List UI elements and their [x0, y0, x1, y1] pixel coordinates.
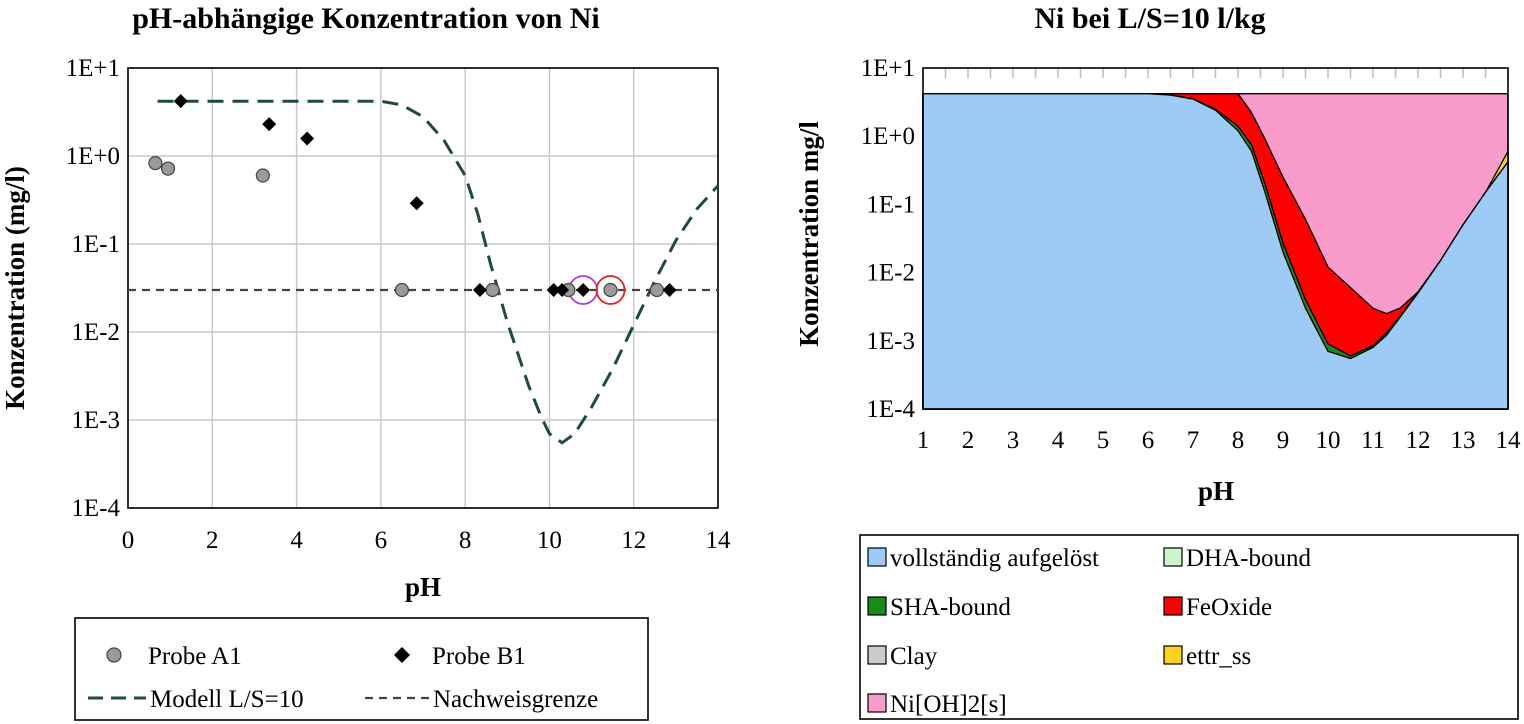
legend-label-feoxide: FeOxide [1186, 594, 1272, 621]
right-chart-title: Ni bei L/S=10 l/kg [1034, 2, 1265, 35]
left-point-probe-a1-4 [394, 282, 410, 298]
right-x-tick-10: 10 [1316, 427, 1341, 454]
right-x-tick-2: 2 [962, 427, 975, 454]
left-chart: pH-abhängige Konzentration von Ni 1E-41E… [0, 2, 731, 721]
legend-label-probe-b1: Probe B1 [432, 643, 526, 670]
left-series-line-modell-l-s-10 [157, 99, 720, 445]
right-x-tick-12: 12 [1406, 427, 1431, 454]
right-x-tick-8: 8 [1232, 427, 1245, 454]
left-x-tick-10: 10 [537, 527, 562, 554]
right-top-minor-ticks [922, 68, 1509, 78]
right-y-tick-1e-4: 1E-4 [866, 396, 915, 423]
right-y-tick-1e-0: 1E+0 [861, 123, 915, 150]
left-y-axis-label: Konzentration (mg/l) [0, 166, 30, 410]
legend-label-nachweisgrenze: Nachweisgrenze [433, 686, 598, 713]
left-point-probe-b1-4 [409, 196, 424, 211]
left-y-tick-1e-3: 1E-3 [71, 407, 120, 434]
legend-swatch-ni-oh-2-s [867, 693, 887, 713]
right-x-tick-14: 14 [1496, 427, 1522, 454]
right-y-tick-1e-3: 1E-3 [866, 328, 915, 355]
left-x-tick-labels: 0 2 4 6 8 10 12 14 [122, 527, 731, 554]
right-x-tick-3: 3 [1007, 427, 1020, 454]
left-chart-title: pH-abhängige Konzentration von Ni [132, 2, 600, 35]
legend-swatch-vollst-ndig-aufgel-st [867, 547, 887, 567]
right-y-tick-1e-2: 1E-2 [866, 260, 915, 287]
right-x-axis-label: pH [1198, 476, 1234, 506]
right-x-tick-11: 11 [1361, 427, 1385, 454]
left-point-probe-b1-8 [576, 283, 591, 298]
legend-marker-probe-a1 [106, 647, 122, 663]
left-point-probe-a1-2 [160, 161, 176, 176]
left-y-tick-1e-0: 1E+0 [66, 143, 120, 170]
legend-swatch-clay [867, 645, 887, 665]
left-x-tick-8: 8 [459, 527, 472, 554]
left-y-tick-1e-4: 1E-4 [71, 495, 120, 522]
left-x-tick-14: 14 [706, 527, 732, 554]
legend-label-ni-oh-2-s: Ni[OH]2[s] [890, 691, 1007, 718]
left-legend-box [74, 617, 649, 721]
right-y-axis-label: Konzentration mg/l [794, 121, 824, 347]
left-series [128, 94, 720, 445]
left-y-tick-1e-1: 1E-1 [71, 231, 120, 258]
right-x-tick-7: 7 [1187, 427, 1200, 454]
left-y-tick-labels: 1E-4 1E-3 1E-2 1E-1 1E+0 1E+1 [66, 55, 121, 522]
left-point-probe-b1-5 [472, 283, 487, 298]
left-point-probe-a1-5 [485, 282, 500, 298]
legend-marker-probe-b1 [394, 647, 410, 663]
right-area-vollst-ndig-aufgel-st [922, 93, 1509, 410]
legend-label-vollst-ndig-aufgel-st: vollständig aufgelöst [890, 545, 1099, 572]
right-y-tick-1e-1: 1E-1 [866, 191, 915, 218]
left-x-tick-0: 0 [122, 527, 135, 554]
legend-label-ettr-ss: ettr_ss [1186, 643, 1251, 670]
legend-label-probe-a1: Probe A1 [148, 643, 242, 670]
right-legend-entries: vollständig aufgelöst DHA-bound SHA-bound F… [867, 545, 1311, 718]
left-plot-frame [127, 67, 719, 509]
left-highlight-circle-2 [595, 275, 626, 305]
left-point-probe-b1-6 [546, 283, 561, 298]
left-point-probe-a1-8 [649, 282, 664, 298]
left-point-probe-a1-3 [255, 168, 270, 183]
legend-label-modell: Modell L/S=10 [150, 686, 304, 713]
right-x-tick-labels: 1 2 3 4 5 6 7 8 9 10 11 12 13 14 [917, 427, 1521, 454]
left-y-tick-1e-2: 1E-2 [71, 319, 120, 346]
left-x-tick-12: 12 [621, 527, 646, 554]
left-x-tick-4: 4 [290, 527, 303, 554]
left-point-probe-a1-1 [148, 156, 163, 171]
right-plot-frame [922, 67, 1509, 410]
left-x-tick-2: 2 [206, 527, 219, 554]
legend-swatch-ettr-ss [1163, 645, 1183, 665]
left-x-axis-label: pH [405, 572, 441, 602]
left-point-probe-a1-7 [603, 282, 618, 298]
right-stacked-areas [922, 93, 1509, 410]
left-point-probe-b1-3 [300, 131, 315, 146]
legend-swatch-sha-bound [867, 596, 887, 616]
right-x-tick-9: 9 [1277, 427, 1290, 454]
left-gridlines [127, 67, 719, 509]
right-x-tick-13: 13 [1451, 427, 1476, 454]
legend-label-clay: Clay [890, 643, 938, 670]
left-point-probe-b1-2 [262, 117, 277, 132]
right-x-tick-5: 5 [1097, 427, 1110, 454]
left-point-probe-b1-1 [173, 94, 188, 109]
right-x-tick-4: 4 [1052, 427, 1065, 454]
legend-swatch-feoxide [1163, 596, 1183, 616]
legend-label-dha-bound: DHA-bound [1186, 545, 1311, 572]
right-chart: Ni bei L/S=10 l/kg 1E-41E-31E-21E-11E+01… [794, 2, 1521, 720]
right-x-tick-6: 6 [1142, 427, 1155, 454]
left-x-tick-6: 6 [375, 527, 388, 554]
right-y-tick-labels: 1E-4 1E-3 1E-2 1E-1 1E+0 1E+1 [861, 55, 916, 423]
left-point-probe-b1-7 [555, 283, 570, 298]
right-x-tick-1: 1 [917, 427, 930, 454]
left-y-tick-1e-1: 1E+1 [66, 55, 120, 82]
legend-label-sha-bound: SHA-bound [890, 594, 1011, 621]
right-y-tick-1e-1: 1E+1 [861, 55, 915, 82]
right-legend-box [859, 534, 1519, 720]
legend-swatch-dha-bound [1163, 547, 1183, 567]
left-point-probe-b1-9 [662, 283, 677, 298]
